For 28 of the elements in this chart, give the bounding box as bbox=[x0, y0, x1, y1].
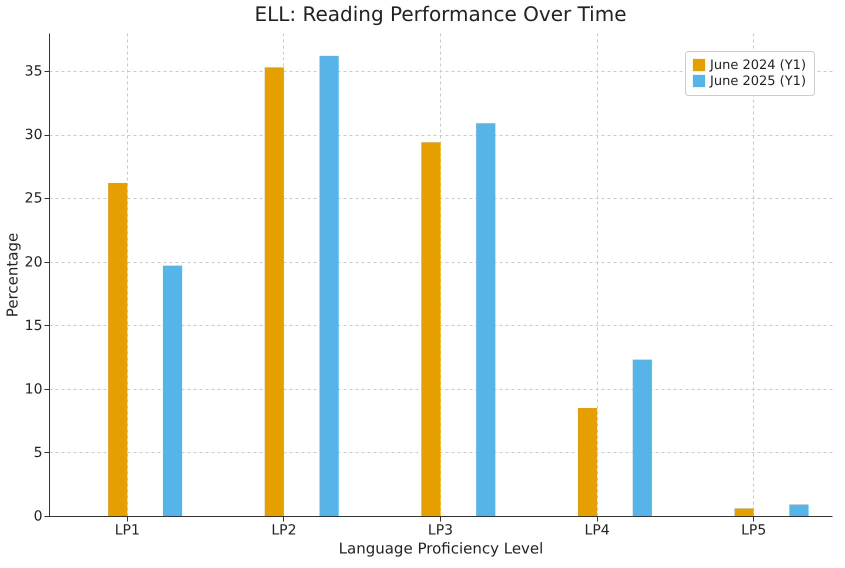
bar bbox=[734, 508, 754, 516]
x-tick-label: LP5 bbox=[741, 522, 766, 538]
bar bbox=[421, 142, 440, 516]
y-tick-label: 20 bbox=[24, 254, 42, 270]
bar bbox=[108, 182, 128, 516]
bar bbox=[578, 408, 598, 516]
legend-label: June 2025 (Y1) bbox=[709, 74, 806, 89]
x-tick-label: LP1 bbox=[114, 522, 140, 538]
y-tick-label: 0 bbox=[34, 508, 42, 524]
x-tick-label: LP4 bbox=[584, 522, 610, 538]
legend-label: June 2024 (Y1) bbox=[709, 58, 806, 73]
x-tick-label: LP2 bbox=[271, 522, 296, 538]
bar bbox=[476, 123, 496, 516]
bar bbox=[632, 360, 652, 516]
y-tick-label: 5 bbox=[34, 444, 42, 461]
y-tick-label: 10 bbox=[24, 381, 42, 398]
bar bbox=[320, 56, 339, 516]
y-tick-label: 25 bbox=[24, 190, 42, 207]
bar bbox=[162, 266, 182, 516]
y-tick-label: 15 bbox=[24, 318, 42, 334]
x-axis-title: Language Proficiency Level bbox=[338, 540, 544, 558]
x-tick-label: LP3 bbox=[428, 522, 454, 538]
y-axis-title: Percentage bbox=[4, 232, 22, 318]
chart-title: ELL: Reading Performance Over Time bbox=[254, 2, 627, 26]
y-tick-label: 35 bbox=[24, 64, 42, 80]
bar bbox=[789, 504, 809, 516]
bar bbox=[264, 67, 284, 516]
y-tick-label: 30 bbox=[24, 127, 42, 144]
